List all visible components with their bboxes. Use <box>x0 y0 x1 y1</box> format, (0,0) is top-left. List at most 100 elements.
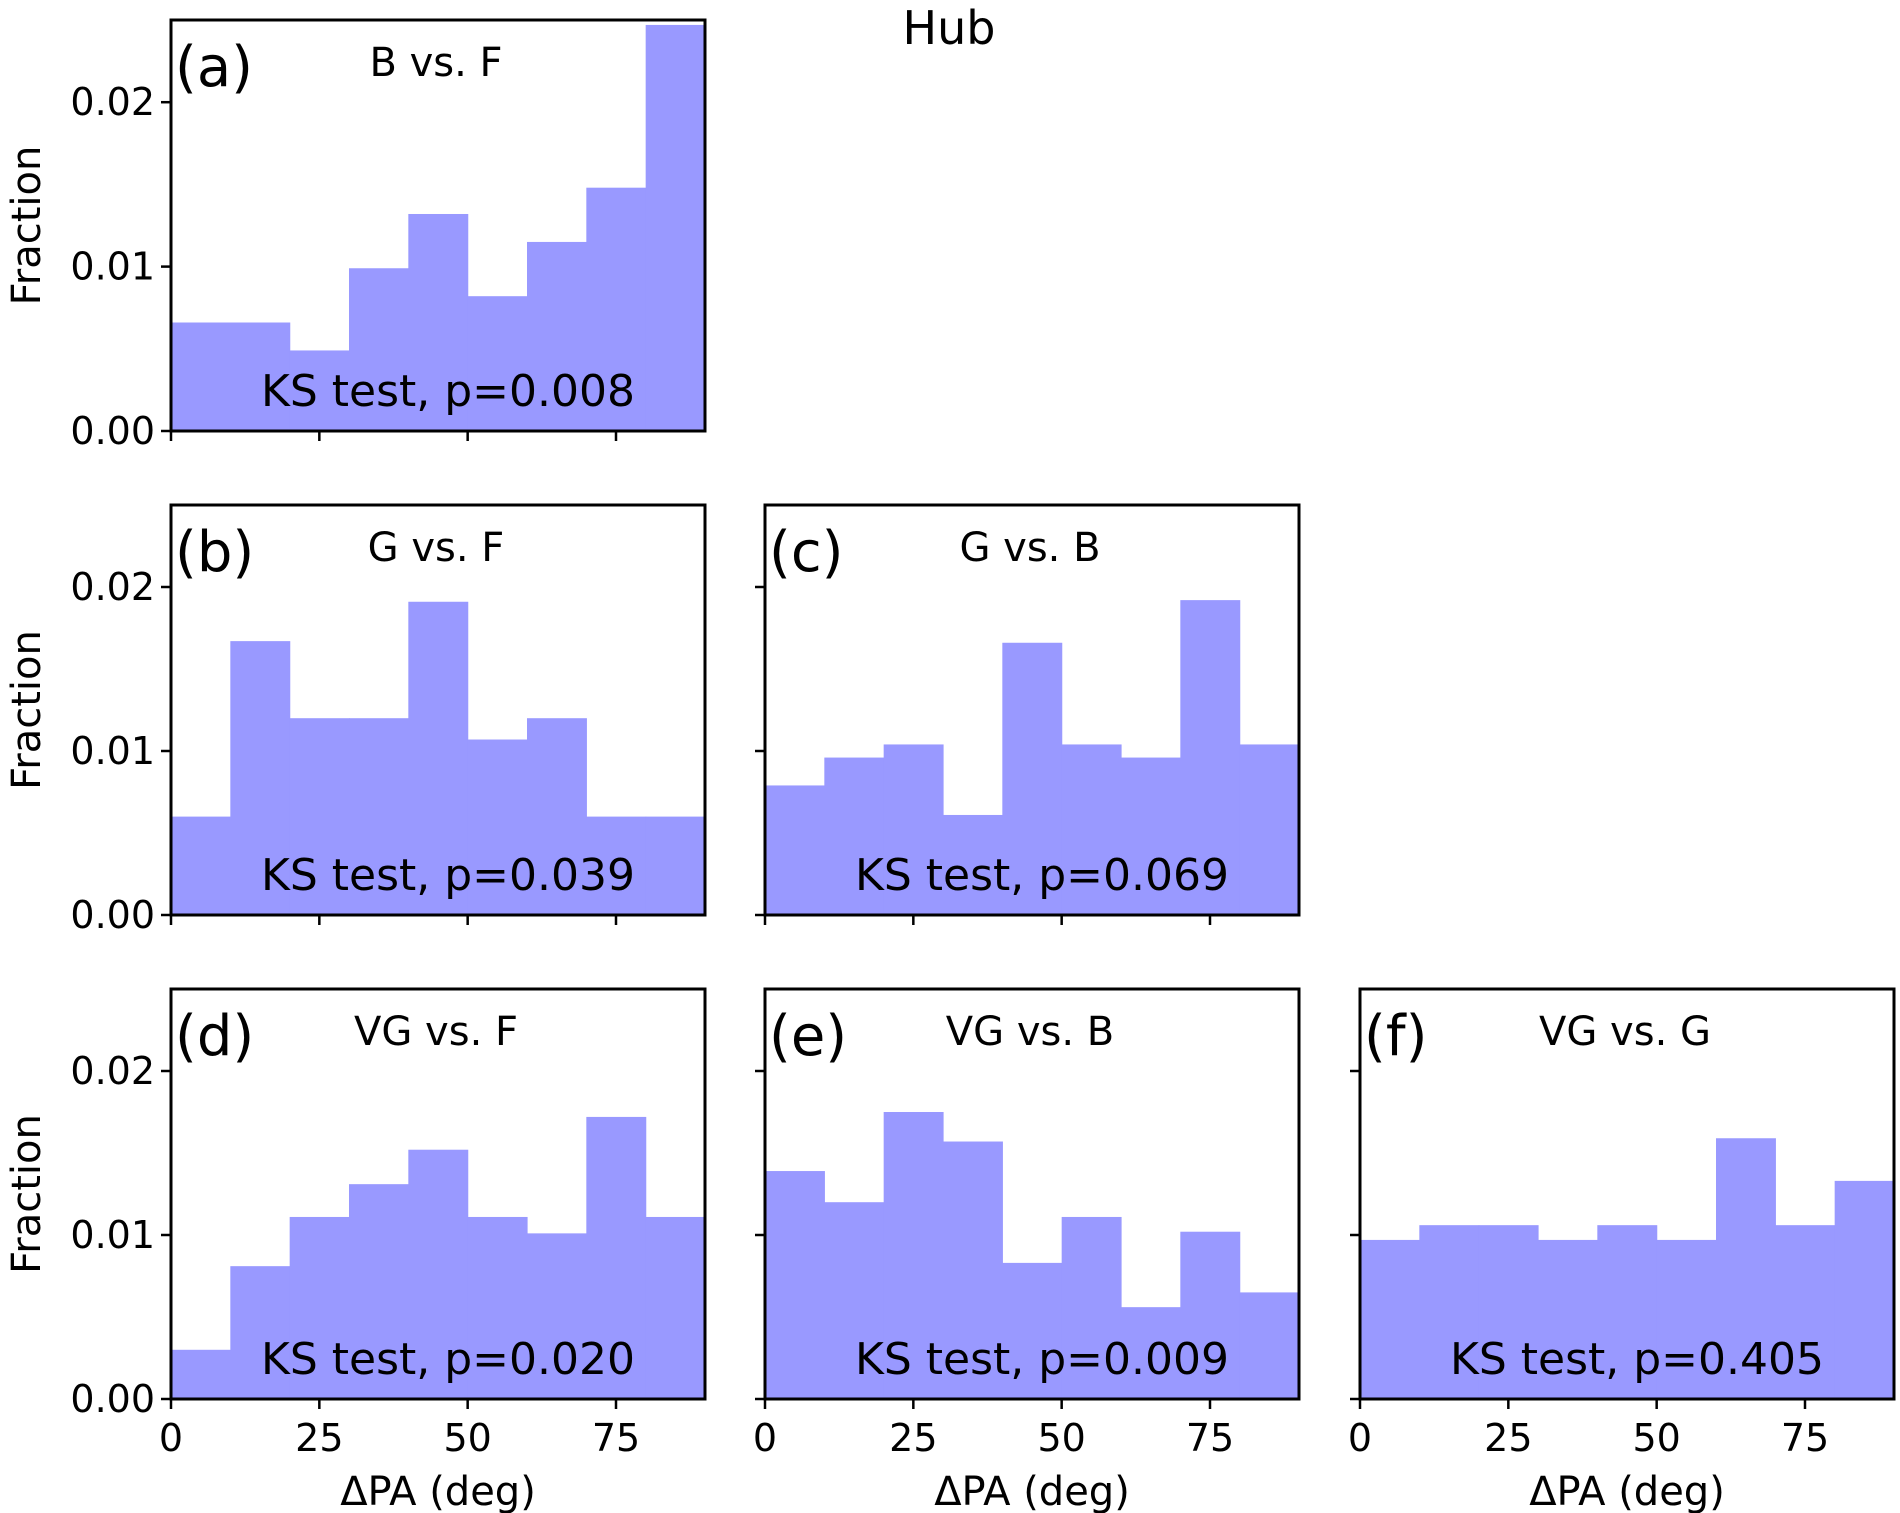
histogram-bar <box>1716 1138 1776 1399</box>
histogram-bar <box>1419 1225 1480 1399</box>
histogram-bar <box>1121 1307 1181 1399</box>
ks-test-annotation: KS test, p=0.020 <box>261 1334 635 1385</box>
histogram-bar <box>943 814 1003 915</box>
histogram-bar <box>349 718 409 915</box>
panel-a: 0.00 0.01 0.02 Fraction (a) B vs. F KS test, p… <box>4 18 707 453</box>
y-tick-label: 0.02 <box>70 80 155 124</box>
histogram-bar <box>1239 1292 1300 1399</box>
panel-label: (a) <box>175 35 253 100</box>
panel-label: (b) <box>175 520 254 585</box>
histogram-bar <box>230 322 291 431</box>
axes-frame <box>169 18 707 433</box>
histogram-bar <box>1180 1231 1241 1399</box>
axes-frame <box>169 503 707 917</box>
histogram-bar <box>527 241 587 431</box>
x-tick-label: 25 <box>1484 1416 1532 1460</box>
histogram-bar <box>467 1216 528 1399</box>
x-tick-label: 25 <box>889 1416 937 1460</box>
panel-title: G vs. B <box>959 525 1100 571</box>
histogram-bar <box>1538 1239 1598 1399</box>
histogram-bar <box>586 187 647 431</box>
panel-label: (e) <box>769 1004 847 1069</box>
histogram-bar <box>765 785 825 915</box>
histogram-bar <box>408 213 469 431</box>
x-tick-label: 50 <box>1037 1416 1085 1460</box>
panel-label: (d) <box>175 1004 254 1069</box>
x-axis-title: ΔPA (deg) <box>340 1469 536 1513</box>
histogram-bar <box>171 1349 231 1399</box>
panel-label: (f) <box>1364 1004 1427 1069</box>
y-axis-title: Fraction <box>4 146 50 306</box>
axes-frame <box>763 987 1301 1401</box>
x-tick-label: 0 <box>1348 1416 1372 1460</box>
x-tick-label: 50 <box>1632 1416 1680 1460</box>
histogram-bar <box>645 24 706 432</box>
histogram-bar <box>467 739 528 915</box>
x-tick-label: 75 <box>1186 1416 1234 1460</box>
histogram-bar <box>171 816 231 915</box>
x-tick-label: 25 <box>295 1416 343 1460</box>
figure-suptitle: Hub <box>903 1 996 55</box>
histogram-bar <box>1834 1180 1895 1399</box>
y-tick-label: 0.01 <box>70 1213 155 1257</box>
axes-frame <box>1358 987 1896 1401</box>
y-tick-label: 0.00 <box>70 409 155 453</box>
histogram-bar <box>230 641 291 915</box>
panel-e: 0 25 50 75 ΔPA (deg) (e) VG vs. B KS test, p=0.… <box>753 987 1301 1513</box>
histogram-bar <box>645 1216 706 1399</box>
histogram-bar <box>1061 1216 1122 1399</box>
y-tick-label: 0.01 <box>70 729 155 773</box>
histogram-bar <box>171 322 231 431</box>
histogram-bar <box>1061 744 1122 915</box>
x-tick-label: 0 <box>159 1416 183 1460</box>
histogram-bar <box>943 1141 1003 1399</box>
x-tick-label: 75 <box>592 1416 640 1460</box>
ks-test-annotation: KS test, p=0.039 <box>261 850 635 901</box>
histogram-bar <box>527 718 587 915</box>
histogram-bar <box>1121 757 1181 915</box>
x-tick-label: 0 <box>753 1416 777 1460</box>
ks-test-annotation: KS test, p=0.008 <box>261 366 635 417</box>
histogram-bar <box>1002 1262 1063 1399</box>
histogram-bar <box>645 816 706 915</box>
panel-title: G vs. F <box>368 525 505 571</box>
histogram-bar <box>586 816 647 915</box>
y-axis-title: Fraction <box>4 630 50 790</box>
histogram-bar <box>408 1149 469 1399</box>
histogram-bar <box>289 718 350 915</box>
panel-d: 0.00 0.01 0.02 0 25 50 75 Fraction ΔPA (deg) (d) V… <box>4 987 707 1513</box>
x-tick-label: 50 <box>443 1416 491 1460</box>
histogram-bar <box>765 1171 825 1399</box>
histogram-bar <box>230 1266 291 1399</box>
panel-title: VG vs. F <box>354 1009 518 1055</box>
y-axis-title: Fraction <box>4 1114 50 1274</box>
histogram-bar <box>586 1116 647 1399</box>
y-tick-label: 0.00 <box>70 893 155 937</box>
histogram-bar <box>289 1216 350 1399</box>
histogram-bar <box>1360 1239 1420 1399</box>
y-tick-label: 0.00 <box>70 1377 155 1421</box>
axes-frame <box>169 987 707 1401</box>
histogram-bar <box>1478 1225 1539 1399</box>
y-tick-label: 0.02 <box>70 1049 155 1093</box>
panel-title: B vs. F <box>369 40 502 86</box>
y-tick-label: 0.01 <box>70 245 155 289</box>
histogram-bar <box>1239 744 1300 915</box>
x-axis-title: ΔPA (deg) <box>1529 1469 1725 1513</box>
histogram-bar <box>527 1233 587 1399</box>
ks-test-annotation: KS test, p=0.069 <box>855 850 1229 901</box>
histogram-bar <box>883 1112 944 1399</box>
histogram-bar <box>883 744 944 915</box>
histogram-bar <box>289 350 350 431</box>
histogram-bar <box>349 1184 409 1399</box>
histogram-bar <box>1002 642 1063 915</box>
panel-label: (c) <box>769 520 843 585</box>
y-tick-label: 0.02 <box>70 565 155 609</box>
histogram-bar <box>1597 1225 1658 1399</box>
panel-b: 0.00 0.01 0.02 Fraction (b) G vs. F KS test, p… <box>4 503 707 937</box>
panel-c: (c) G vs. B KS test, p=0.069 <box>755 503 1301 925</box>
histogram-bar <box>408 601 469 915</box>
ks-test-annotation: KS test, p=0.405 <box>1450 1334 1824 1385</box>
x-tick-label: 75 <box>1781 1416 1829 1460</box>
